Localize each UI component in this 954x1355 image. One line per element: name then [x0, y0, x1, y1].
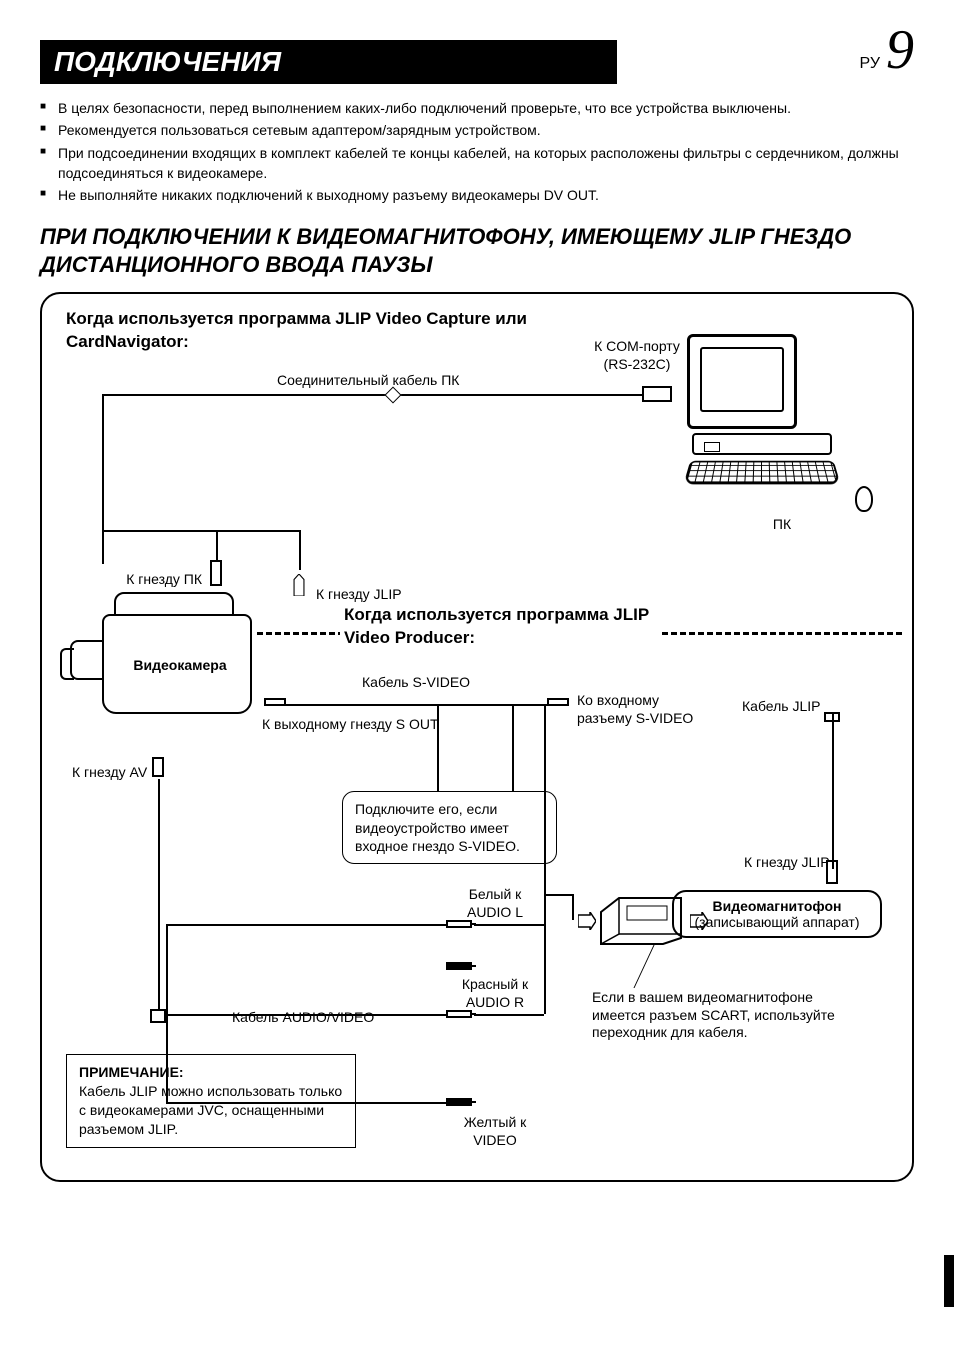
label-svideo-cable: Кабель S-VIDEO — [362, 674, 470, 692]
vcr-sub: (записывающий аппарат) — [684, 914, 870, 930]
svideo-tip: Подключите его, если видеоустройство име… — [342, 791, 557, 864]
bullet: Не выполняйте никаких подключений к выхо… — [40, 185, 914, 205]
bullet: В целях безопасности, перед выполнением … — [40, 98, 914, 118]
label-com-port: К COM-порту (RS-232C) — [572, 338, 702, 373]
page-lang: РУ — [860, 55, 880, 73]
note-box: ПРИМЕЧАНИЕ: Кабель JLIP можно использова… — [66, 1054, 356, 1148]
label-av-cable: Кабель AUDIO/VIDEO — [232, 1009, 374, 1027]
page-title: ПОДКЛЮЧЕНИЯ — [40, 40, 617, 84]
diagram-title-capture: Когда используется программа JLIP Video … — [66, 308, 546, 352]
label-pc-cable: Соединительный кабель ПК — [277, 372, 459, 390]
bullet: Рекомендуется пользоваться сетевым адапт… — [40, 120, 914, 140]
label-to-jlip: К гнезду JLIP — [316, 586, 402, 604]
diagram-title-producer: Когда используется программа JLIP Video … — [340, 604, 660, 648]
label-white-audio: Белый к AUDIO L — [450, 886, 540, 921]
note-head: ПРИМЕЧАНИЕ: — [79, 1063, 343, 1082]
label-svideo-in: Ко входному разъему S-VIDEO — [577, 692, 707, 727]
label-pc: ПК — [762, 516, 802, 534]
connection-diagram: Когда используется программа JLIP Video … — [40, 292, 914, 1182]
vcr-label-box: Видеомагнитофон (записывающий аппарат) — [672, 890, 882, 938]
label-to-pc-jack: К гнезду ПК — [82, 571, 202, 589]
label-to-jlip2: К гнезду JLIP — [744, 854, 830, 872]
scart-note: Если в вашем видеомагнитофоне имеется ра… — [592, 989, 862, 1042]
label-to-av: К гнезду AV — [72, 764, 147, 782]
label-red-audio: Красный к AUDIO R — [450, 976, 540, 1011]
label-to-sout: К выходному гнезду S OUT — [262, 716, 439, 734]
jlip-plug-icon — [288, 574, 310, 596]
note-body: Кабель JLIP можно использовать только с … — [79, 1082, 343, 1139]
side-tab — [944, 1255, 954, 1307]
bullet: При подсоединении входящих в комплект ка… — [40, 143, 914, 184]
page-number: РУ 9 — [860, 28, 914, 73]
label-camcorder: Видеокамера — [120, 657, 240, 675]
label-jlip-cable: Кабель JLIP — [742, 698, 821, 716]
page-num: 9 — [886, 28, 914, 73]
vcr-title: Видеомагнитофон — [684, 898, 870, 914]
section-heading: ПРИ ПОДКЛЮЧЕНИИ К ВИДЕОМАГНИТОФОНУ, ИМЕЮ… — [40, 223, 914, 278]
intro-bullets: В целях безопасности, перед выполнением … — [40, 98, 914, 205]
pc-illustration — [687, 334, 837, 485]
label-yellow-video: Желтый к VIDEO — [450, 1114, 540, 1149]
